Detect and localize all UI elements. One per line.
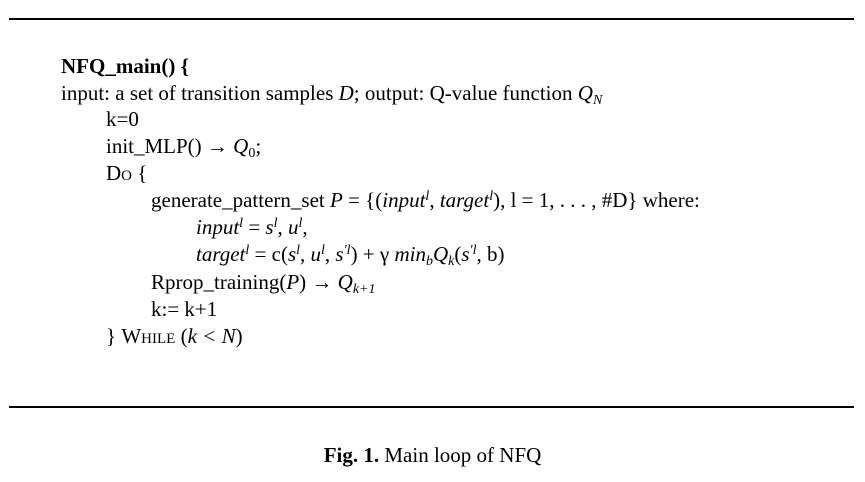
target-def-u-sup: l [321,243,325,258]
generate-line: generate_pattern_set P = {(inputl, targe… [151,187,700,213]
rprop-arrow: ) → [299,270,338,294]
target-def-args-open: ( [454,242,462,266]
target-def-q-sub: k [448,254,455,269]
generate-rest: ), l = 1, . . . , #D} where: [493,188,700,212]
target-def-var: target [196,242,246,266]
generate-call: generate_pattern_set [151,188,330,212]
while-line: } While (k < N) [106,323,243,349]
input-def-u-sup: l [298,216,303,231]
generate-target-sup: l [489,189,494,204]
do-brace: { [132,161,148,185]
q-var: Q [577,81,593,105]
target-def-min-sub: b [425,254,433,269]
do-keyword: Do [106,161,132,185]
rprop-line: Rprop_training(P) → Qk+1 [151,269,376,297]
caption-label: Fig. 1. [323,443,380,467]
while-keyword: While [121,324,176,348]
top-rule [9,18,854,20]
figure-caption: Fig. 1. Main loop of NFQ [0,441,865,469]
target-def-s-sup: l [296,243,301,258]
target-def-eq: = c( [249,242,288,266]
target-def-s3: s [461,242,470,266]
k-init-line: k=0 [106,107,139,131]
while-cond-open: ( [175,324,188,348]
target-def-s: s [287,242,297,266]
do-line: Do { [106,160,147,186]
input-def-s-sup: l [273,216,278,231]
generate-comma: , [429,188,440,212]
init-mlp-call: init_MLP() → [106,134,234,158]
target-def-plus: ) + γ [350,242,395,266]
input-var: D [338,81,354,105]
generate-set-var: P [330,188,343,212]
init-mlp-q-sub: 0 [248,146,256,161]
target-def-comma2: , [324,242,336,266]
q-sub: N [592,93,603,108]
target-def-s2-sup: ′l [343,243,351,258]
while-cond: k < N [187,324,236,348]
init-mlp-q: Q [233,134,249,158]
input-def-var: input [196,215,240,239]
target-def-line: targetl = c(sl, ul, s′l) + γ minbQk(s′l,… [196,241,505,269]
input-def-s: s [265,215,274,239]
rprop-p: P [286,270,300,294]
init-mlp-end: ; [255,134,262,158]
caption-text: Main loop of NFQ [379,443,542,467]
input-def-line: inputl = sl, ul, [196,214,308,240]
algorithm-io-line: input: a set of transition samples D; ou… [61,80,603,108]
target-def-comma1: , [300,242,311,266]
input-def-u: u [287,215,299,239]
generate-input-sup: l [425,189,430,204]
generate-target-var: target [439,188,490,212]
rprop-q-sub: k+1 [352,282,376,297]
input-label: input: a set of transition samples [61,81,339,105]
target-def-u: u [310,242,322,266]
generate-input-var: input [382,188,426,212]
input-def-comma: , [277,215,288,239]
output-label: ; output: Q-value function [353,81,578,105]
target-def-args-close: , b) [476,242,505,266]
while-brace: } [106,324,122,348]
k-update-line: k:= k+1 [151,297,218,321]
input-def-end: , [302,215,308,239]
target-def-sup: l [245,243,250,258]
bottom-rule [9,406,854,408]
input-def-eq: = [243,215,266,239]
input-def-sup: l [239,216,244,231]
rprop-q: Q [337,270,353,294]
target-def-min: min [394,242,426,266]
target-def-q: Q [432,242,449,266]
generate-equals: = {( [342,188,383,212]
while-cond-close: ) [235,324,243,348]
target-def-s2: s [335,242,344,266]
init-mlp-line: init_MLP() → Q0; [106,133,262,161]
algorithm-header: NFQ_main() { [61,54,189,78]
rprop-call: Rprop_training( [151,270,287,294]
target-def-s3-sup: ′l [469,243,477,258]
